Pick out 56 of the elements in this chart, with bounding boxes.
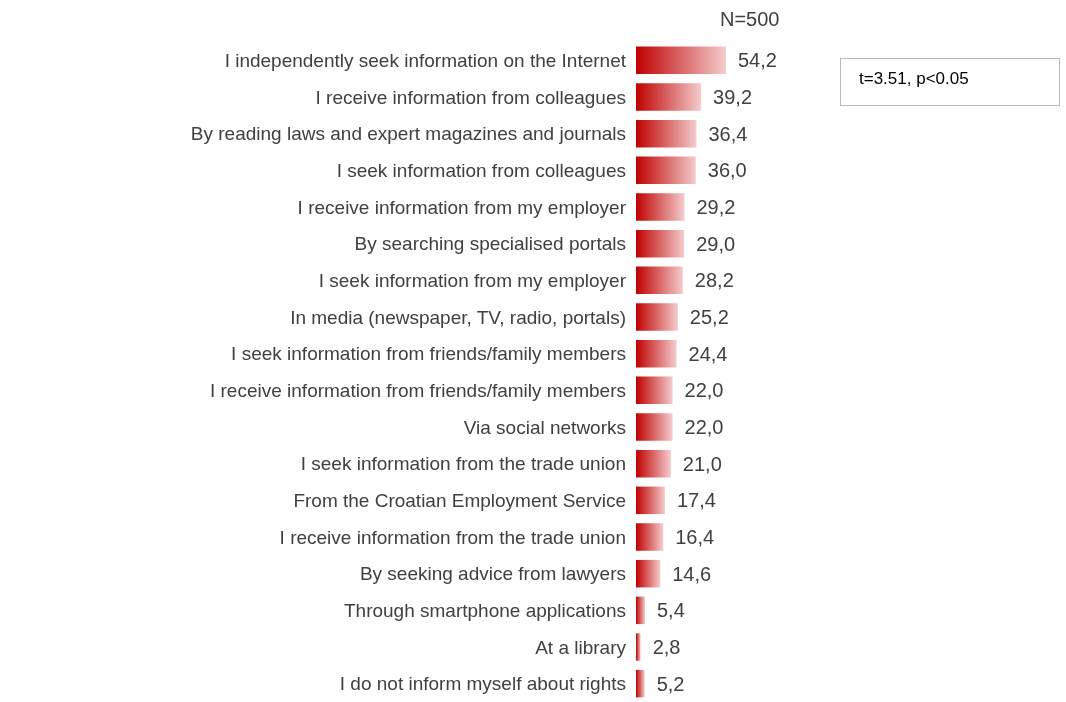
y-tick-label: I receive information from colleagues <box>315 86 626 108</box>
y-tick-label: I receive information from the trade union <box>279 526 626 548</box>
bar <box>636 669 645 698</box>
y-tick-label: At a library <box>535 636 627 658</box>
text: N=500 <box>720 8 780 31</box>
bar <box>636 229 685 258</box>
y-tick-label: Via social networks <box>463 416 626 438</box>
y-tick-label: I seek information from colleagues <box>336 159 626 181</box>
bar <box>636 46 726 75</box>
text: t=3.51, p<0.05 <box>840 58 1060 106</box>
y-tick-label: By searching specialised portals <box>354 233 626 255</box>
data-label: 21,0 <box>682 452 722 475</box>
y-tick-label: By seeking advice from lawyers <box>359 563 626 585</box>
data-label: 29,0 <box>696 232 736 255</box>
data-label: 36,0 <box>707 159 747 182</box>
data-label: 14,6 <box>672 562 712 585</box>
y-tick-label: In media (newspaper, TV, radio, portals) <box>290 306 626 328</box>
data-label: 36,4 <box>708 122 748 145</box>
data-label: 17,4 <box>676 489 716 512</box>
data-label: 5,4 <box>656 599 685 622</box>
bar <box>636 376 673 405</box>
y-tick-label: From the Croatian Employment Service <box>293 489 626 511</box>
bar <box>636 83 702 111</box>
data-label: 2,8 <box>652 636 681 658</box>
bar <box>636 266 683 295</box>
y-tick-label: I seek information from friends/family members <box>231 343 626 365</box>
data-label: 24,4 <box>688 342 728 365</box>
bar <box>636 449 671 478</box>
data-label: 29,2 <box>696 196 736 218</box>
bar <box>636 559 661 588</box>
y-tick-label: I seek information from the trade union <box>300 453 626 475</box>
data-label: 39,2 <box>713 86 753 108</box>
y-tick-label: I receive information from friends/family members <box>209 379 626 401</box>
bar <box>636 156 696 185</box>
y-tick-label: I receive information from my employer <box>297 196 627 218</box>
data-label: 22,0 <box>684 379 724 402</box>
bar <box>636 596 645 625</box>
y-tick-label: I seek information from my employer <box>318 269 627 291</box>
bar <box>636 486 665 515</box>
bar <box>636 413 673 441</box>
data-label: 28,2 <box>694 269 734 292</box>
bar <box>636 303 678 331</box>
bar <box>636 193 685 221</box>
data-label: 54,2 <box>738 49 777 72</box>
bar <box>636 119 697 148</box>
y-tick-label: I do not inform myself about rights <box>339 673 626 695</box>
data-label: 25,2 <box>689 306 729 328</box>
y-tick-label: Through smartphone applications <box>343 599 626 621</box>
bar <box>636 523 664 551</box>
y-tick-label: By reading laws and expert magazines and journals <box>190 123 626 145</box>
bar <box>636 633 641 661</box>
data-label: 5,2 <box>656 672 685 695</box>
data-label: 22,0 <box>684 416 724 438</box>
data-label: 16,4 <box>675 526 715 548</box>
y-tick-label: I independently seek information on the Internet <box>224 49 627 71</box>
bar <box>636 339 677 368</box>
